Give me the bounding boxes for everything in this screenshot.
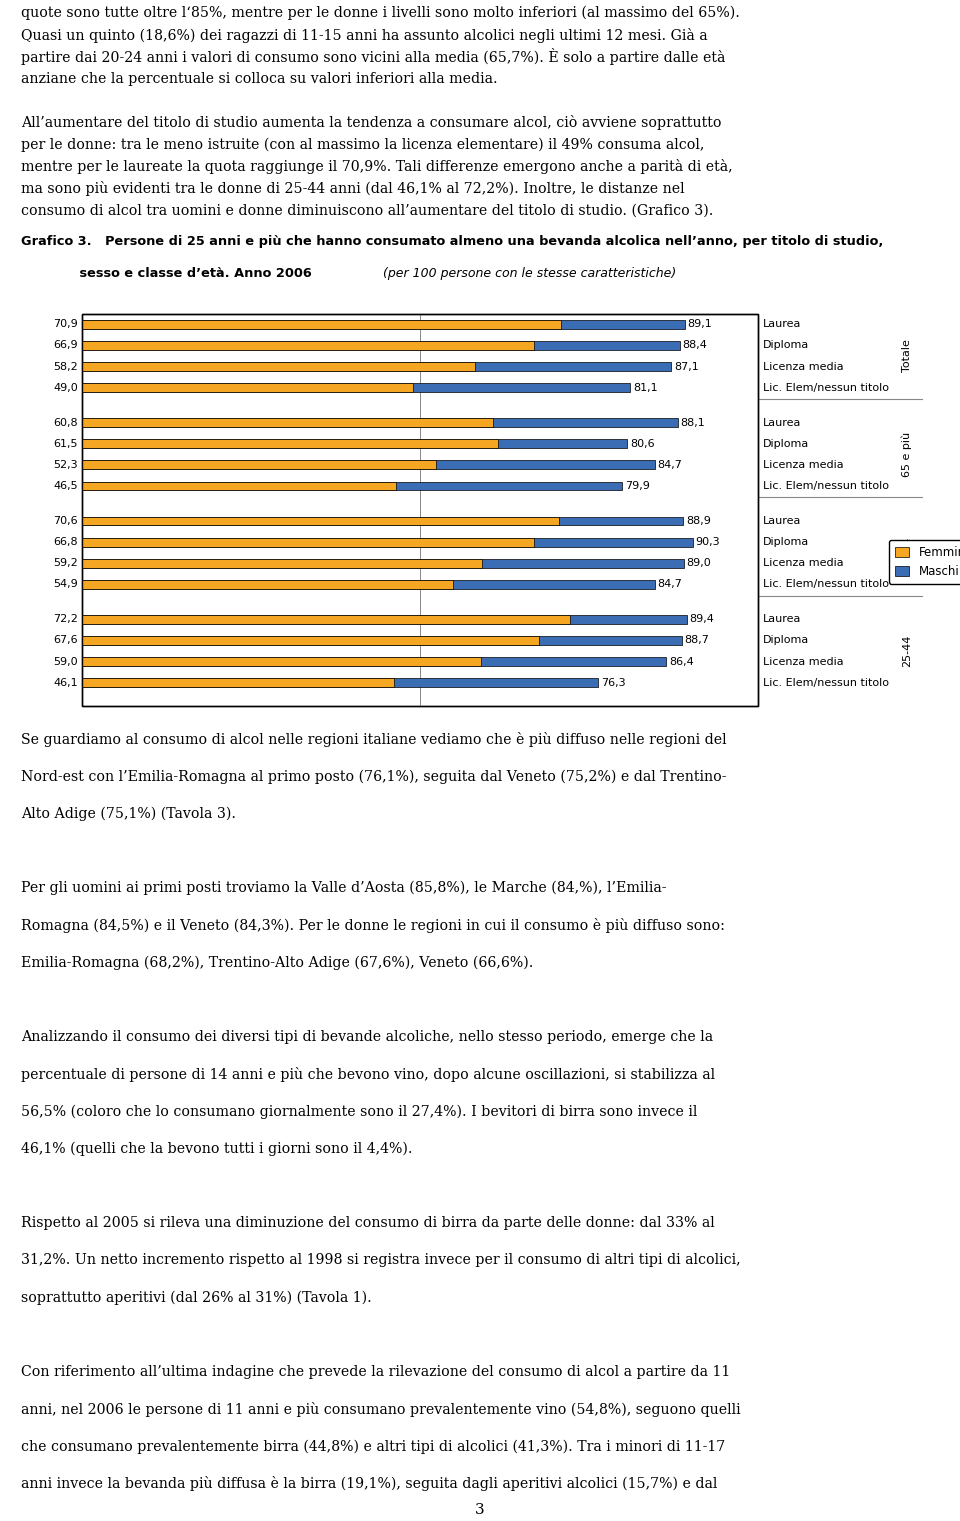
Text: Analizzando il consumo dei diversi tipi di bevande alcoliche, nello stesso perio: Analizzando il consumo dei diversi tipi …	[21, 1030, 713, 1043]
Text: Laurea: Laurea	[763, 516, 802, 526]
Text: Lic. Elem/nessun titolo: Lic. Elem/nessun titolo	[763, 481, 889, 491]
Text: percentuale di persone di 14 anni e più che bevono vino, dopo alcune oscillazion: percentuale di persone di 14 anni e più …	[21, 1066, 715, 1081]
Text: All’aumentare del titolo di studio aumenta la tendenza a consumare alcol, ciò av: All’aumentare del titolo di studio aumen…	[21, 116, 722, 131]
Text: Laurea: Laurea	[763, 418, 802, 427]
Text: 46,1% (quelli che la bevono tutti i giorni sono il 4,4%).: 46,1% (quelli che la bevono tutti i gior…	[21, 1141, 413, 1156]
Text: anni, nel 2006 le persone di 11 anni e più consumano prevalentemente vino (54,8%: anni, nel 2006 le persone di 11 anni e p…	[21, 1402, 741, 1416]
Text: Nord-est con l’Emilia-Romagna al primo posto (76,1%), seguita dal Veneto (75,2%): Nord-est con l’Emilia-Romagna al primo p…	[21, 770, 727, 783]
Text: che consumano prevalentemente birra (44,8%) e altri tipi di alcolici (41,3%). Tr: che consumano prevalentemente birra (44,…	[21, 1439, 726, 1454]
Text: Diploma: Diploma	[763, 537, 809, 548]
Text: Quasi un quinto (18,6%) dei ragazzi di 11-15 anni ha assunto alcolici negli ulti: Quasi un quinto (18,6%) dei ragazzi di 1…	[21, 27, 708, 43]
Text: Licenza media: Licenza media	[763, 459, 844, 470]
Text: sesso e classe d’età. Anno 2006: sesso e classe d’età. Anno 2006	[21, 266, 312, 280]
Text: Laurea: Laurea	[763, 614, 802, 624]
Text: Lic. Elem/nessun titolo: Lic. Elem/nessun titolo	[763, 383, 889, 392]
Text: Diploma: Diploma	[763, 341, 809, 350]
Text: soprattutto aperitivi (dal 26% al 31%) (Tavola 1).: soprattutto aperitivi (dal 26% al 31%) (…	[21, 1290, 372, 1305]
Text: 25-44: 25-44	[902, 634, 912, 668]
Text: 65 e più: 65 e più	[902, 432, 912, 478]
Text: Per gli uomini ai primi posti troviamo la Valle d’Aosta (85,8%), le Marche (84,%: Per gli uomini ai primi posti troviamo l…	[21, 881, 666, 896]
Text: Laurea: Laurea	[763, 319, 802, 329]
Text: anni invece la bevanda più diffusa è la birra (19,1%), seguita dagli aperitivi a: anni invece la bevanda più diffusa è la …	[21, 1477, 717, 1491]
Text: consumo di alcol tra uomini e donne diminuiscono all’aumentare del titolo di stu: consumo di alcol tra uomini e donne dimi…	[21, 204, 713, 218]
Text: Licenza media: Licenza media	[763, 362, 844, 371]
Legend: Femmine, Maschi: Femmine, Maschi	[889, 540, 960, 584]
Text: Rispetto al 2005 si rileva una diminuzione del consumo di birra da parte delle d: Rispetto al 2005 si rileva una diminuzio…	[21, 1217, 715, 1230]
Text: Romagna (84,5%) e il Veneto (84,3%). Per le donne le regioni in cui il consumo è: Romagna (84,5%) e il Veneto (84,3%). Per…	[21, 917, 725, 932]
Text: Emilia-Romagna (68,2%), Trentino-Alto Adige (67,6%), Veneto (66,6%).: Emilia-Romagna (68,2%), Trentino-Alto Ad…	[21, 955, 534, 970]
Text: mentre per le laureate la quota raggiunge il 70,9%. Tali differenze emergono anc: mentre per le laureate la quota raggiung…	[21, 160, 732, 173]
Text: Totale: Totale	[902, 339, 912, 373]
Text: 56,5% (coloro che lo consumano giornalmente sono il 27,4%). I bevitori di birra : 56,5% (coloro che lo consumano giornalme…	[21, 1104, 698, 1118]
Text: 45-64: 45-64	[902, 537, 912, 569]
Text: per le donne: tra le meno istruite (con al massimo la licenza elementare) il 49%: per le donne: tra le meno istruite (con …	[21, 137, 705, 152]
Text: Con riferimento all’ultima indagine che prevede la rilevazione del consumo di al: Con riferimento all’ultima indagine che …	[21, 1364, 731, 1380]
Text: ma sono più evidenti tra le donne di 25-44 anni (dal 46,1% al 72,2%). Inoltre, l: ma sono più evidenti tra le donne di 25-…	[21, 181, 684, 196]
Text: Diploma: Diploma	[763, 438, 809, 449]
Text: Diploma: Diploma	[763, 636, 809, 645]
Text: Lic. Elem/nessun titolo: Lic. Elem/nessun titolo	[763, 678, 889, 687]
Text: Alto Adige (75,1%) (Tavola 3).: Alto Adige (75,1%) (Tavola 3).	[21, 806, 236, 821]
Text: 3: 3	[475, 1503, 485, 1516]
Text: Licenza media: Licenza media	[763, 657, 844, 666]
Text: (per 100 persone con le stesse caratteristiche): (per 100 persone con le stesse caratteri…	[379, 266, 677, 280]
Text: Se guardiamo al consumo di alcol nelle regioni italiane vediamo che è più diffus: Se guardiamo al consumo di alcol nelle r…	[21, 732, 727, 747]
Text: Grafico 3.   Persone di 25 anni e più che hanno consumato almeno una bevanda alc: Grafico 3. Persone di 25 anni e più che …	[21, 236, 883, 248]
Text: anziane che la percentuale si colloca su valori inferiori alla media.: anziane che la percentuale si colloca su…	[21, 71, 497, 85]
Text: Lic. Elem/nessun titolo: Lic. Elem/nessun titolo	[763, 580, 889, 589]
Text: partire dai 20-24 anni i valori di consumo sono vicini alla media (65,7%). È sol: partire dai 20-24 anni i valori di consu…	[21, 49, 726, 65]
Text: 31,2%. Un netto incremento rispetto al 1998 si registra invece per il consumo di: 31,2%. Un netto incremento rispetto al 1…	[21, 1253, 741, 1267]
Text: quote sono tutte oltre l‘85%, mentre per le donne i livelli sono molto inferiori: quote sono tutte oltre l‘85%, mentre per…	[21, 6, 740, 20]
Text: Licenza media: Licenza media	[763, 558, 844, 569]
